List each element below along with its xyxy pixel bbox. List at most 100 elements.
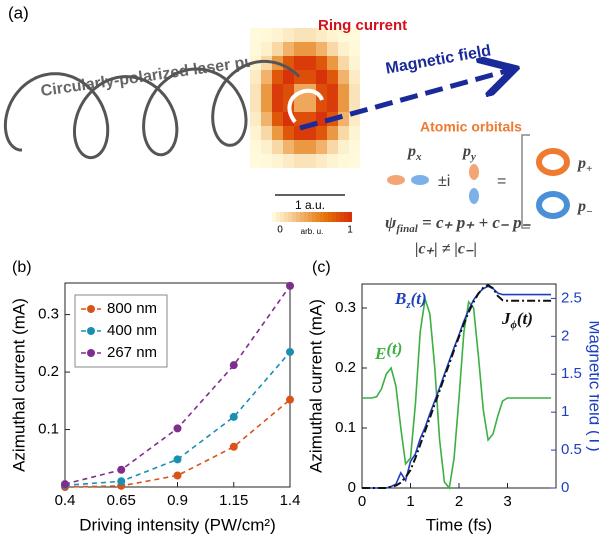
heat-cell (327, 42, 338, 56)
py-label: py (461, 143, 476, 163)
data-point (61, 480, 69, 488)
heat-cell (250, 84, 261, 98)
heat-cell (283, 42, 294, 56)
y2-tick-label: 1.5 (561, 365, 582, 382)
y-tick-label: 0 (348, 479, 356, 496)
heat-cell (338, 84, 349, 98)
heat-cell (272, 98, 283, 112)
p-plus-orbital (539, 151, 567, 173)
cbar-max: 1 (347, 225, 353, 236)
cbar-cell (348, 212, 352, 222)
orbital-lobe (469, 164, 479, 180)
annotation-part: E (374, 344, 386, 363)
heat-cell (283, 140, 294, 154)
heat-cell (261, 98, 272, 112)
heat-cell (250, 112, 261, 126)
x-tick-label: 3 (503, 493, 511, 510)
heat-cell (250, 126, 261, 140)
data-point (286, 348, 294, 356)
x-tick-label: 2 (455, 493, 463, 510)
y-tick-label: 0.2 (38, 363, 59, 380)
scale-label: 1 a.u. (295, 198, 325, 212)
psi-equation: ψfinal = c₊ p₊ + c₋ p₋ (385, 213, 532, 235)
heat-cell (250, 70, 261, 84)
cbar-cell (320, 212, 324, 222)
heat-cell (250, 28, 261, 42)
data-point (174, 472, 182, 480)
inequality: |c₊| ≠ |c₋| (415, 241, 477, 258)
heat-cell (261, 112, 272, 126)
heat-cell (349, 70, 360, 84)
heat-cell (294, 112, 305, 126)
heat-cell (294, 42, 305, 56)
pulse-label: Circularly-polarized laser pulse (40, 50, 278, 100)
cbar-cell (272, 212, 276, 222)
equals: = (497, 173, 506, 190)
ring-label: Ring current (318, 17, 407, 34)
cbar-cell (284, 212, 288, 222)
heat-cell (250, 140, 261, 154)
px-label: px (406, 143, 422, 163)
heat-cell (272, 42, 283, 56)
heat-cell (283, 126, 294, 140)
y2-tick-label: 2.5 (561, 289, 582, 306)
data-point (230, 361, 238, 369)
cbar-cell (300, 212, 304, 222)
heat-cell (261, 84, 272, 98)
x-tick-label: 1 (406, 493, 414, 510)
y-tick-label: 0.1 (335, 419, 356, 436)
heat-cell (338, 154, 349, 168)
cbar-cell (328, 212, 332, 222)
field-label: Magnetic field (384, 42, 492, 77)
heat-cell (261, 126, 272, 140)
heat-cell (305, 140, 316, 154)
cbar-unit: arb. u. (301, 227, 324, 236)
heat-cell (305, 28, 316, 42)
heat-cell (294, 98, 305, 112)
heat-cell (349, 84, 360, 98)
cbar-cell (332, 212, 336, 222)
series-annotation: Jϕ(t) (501, 309, 533, 331)
pm-i: ±i (438, 173, 450, 190)
x-tick-label: 0.4 (55, 492, 76, 509)
heat-cell (327, 140, 338, 154)
heat-cell (338, 140, 349, 154)
heat-cell (327, 84, 338, 98)
heat-cell (272, 154, 283, 168)
x-axis-label: Time (fs) (426, 515, 492, 534)
series-annotation: Bz(t) (394, 289, 427, 311)
heat-cell (272, 28, 283, 42)
annotation-part: (t) (411, 289, 427, 308)
heat-cell (338, 126, 349, 140)
heat-cell (327, 98, 338, 112)
heat-cell (261, 154, 272, 168)
heat-cell (349, 126, 360, 140)
y2-axis-label: Magnetic field (T) (586, 320, 599, 451)
cbar-cell (316, 212, 320, 222)
heat-cell (316, 126, 327, 140)
x-tick-label: 1.15 (219, 492, 248, 509)
cbar-cell (296, 212, 300, 222)
y-axis-label: Azimuthal current (mA) (9, 298, 28, 472)
heat-cell (272, 70, 283, 84)
heat-cell (272, 126, 283, 140)
legend-marker (87, 305, 95, 313)
orbital-lobe (387, 175, 405, 185)
heat-cell (349, 154, 360, 168)
heat-cell (316, 56, 327, 70)
cbar-cell (304, 212, 308, 222)
orbitals-label: Atomic orbitals (420, 119, 522, 135)
heat-cell (316, 154, 327, 168)
y2-tick-label: 0 (561, 479, 569, 496)
heat-cell (283, 28, 294, 42)
cbar-cell (276, 212, 280, 222)
heat-cell (261, 140, 272, 154)
series-annotation: E(t) (374, 339, 402, 363)
cbar-cell (340, 212, 344, 222)
heat-cell (272, 84, 283, 98)
p-minus-label: p− (576, 198, 593, 218)
y-tick-label: 0.3 (38, 306, 59, 323)
colorbar (272, 212, 352, 222)
cbar-min: 0 (277, 225, 283, 236)
heat-cell (305, 98, 316, 112)
